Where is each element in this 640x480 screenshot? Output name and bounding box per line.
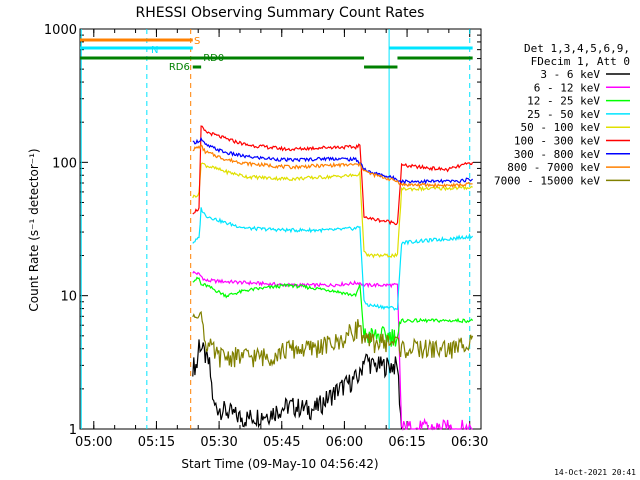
- legend-label-8: 7000 - 15000 keV: [494, 174, 600, 187]
- flag-label-rd6: RD6: [169, 62, 190, 73]
- legend-label-4: 50 - 100 keV: [521, 121, 601, 134]
- legend-label-1: 6 - 12 keV: [534, 81, 601, 94]
- legend-label-0: 3 - 6 keV: [540, 68, 600, 81]
- chart-title: RHESSI Observing Summary Count Rates: [136, 5, 425, 21]
- x-axis-label: Start Time (09-May-10 04:56:42): [181, 457, 378, 471]
- x-tick-label-5: 06:15: [388, 435, 425, 450]
- legend-label-6: 300 - 800 keV: [514, 148, 600, 161]
- flag-label-rd0: RD0: [203, 53, 224, 64]
- series-line-8: [192, 310, 474, 368]
- y-tick-label-2: 100: [52, 156, 77, 171]
- legend-header-2: FDecim 1, Att 0: [531, 55, 630, 68]
- legend-label-2: 12 - 25 keV: [527, 95, 600, 108]
- flag-label-n: N: [151, 45, 158, 56]
- y-tick-label-0: 1: [69, 423, 77, 438]
- series-line-2: [192, 276, 474, 347]
- series-line-5: [192, 125, 474, 226]
- legend-header-1: Det 1,3,4,5,6,9,: [524, 42, 630, 55]
- flag-label-s: S: [194, 36, 200, 47]
- x-tick-label-1: 05:15: [138, 435, 175, 450]
- series-line-1: [192, 270, 473, 431]
- series-line-7: [192, 144, 473, 189]
- legend-label-5: 100 - 300 keV: [514, 135, 600, 148]
- plot-frame: [79, 28, 482, 430]
- series-line-3: [192, 207, 474, 311]
- x-tick-label-2: 05:30: [200, 435, 237, 450]
- x-tick-label-3: 05:45: [263, 435, 300, 450]
- series-line-0: [192, 339, 403, 430]
- legend-label-7: 800 - 7000 keV: [507, 161, 600, 174]
- footer-date: 14-Oct-2021 20:41: [554, 468, 636, 477]
- series-line-6: [192, 136, 474, 185]
- series-line-4: [192, 162, 473, 259]
- legend-label-3: 25 - 50 keV: [527, 108, 600, 121]
- y-tick-label-1: 10: [60, 290, 77, 305]
- x-tick-label-0: 05:00: [75, 435, 112, 450]
- y-axis-label: Count Rate (s⁻¹ detector⁻¹): [27, 148, 41, 311]
- x-tick-label-4: 06:00: [326, 435, 363, 450]
- x-tick-label-6: 06:30: [451, 435, 488, 450]
- y-tick-label-3: 1000: [44, 23, 77, 38]
